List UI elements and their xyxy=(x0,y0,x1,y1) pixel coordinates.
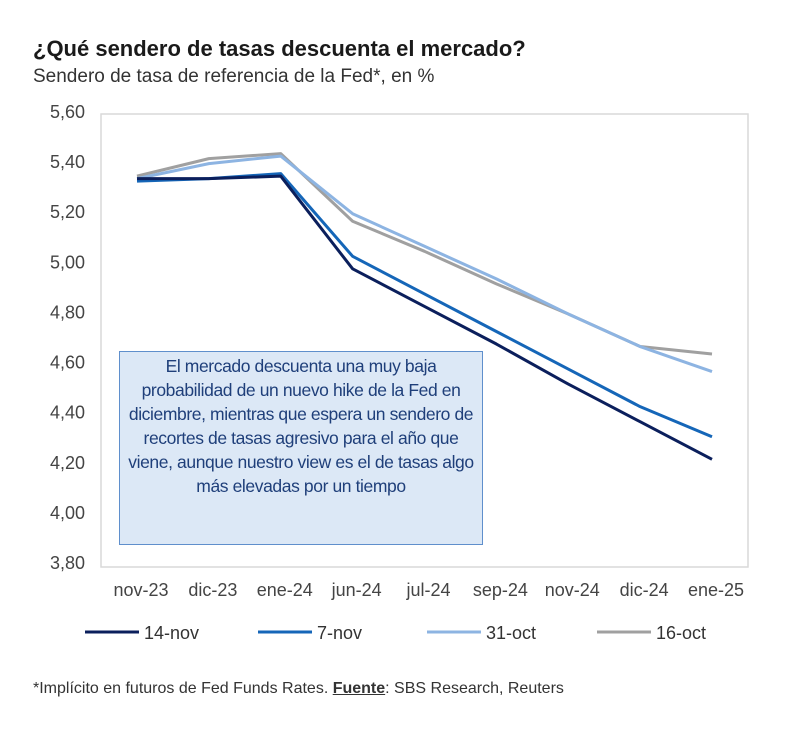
x-tick-label: ene-25 xyxy=(688,580,744,600)
y-tick-label: 5,40 xyxy=(50,152,85,172)
x-tick-label: ene-24 xyxy=(257,580,313,600)
x-tick-label: dic-24 xyxy=(620,580,669,600)
series-line-16-oct xyxy=(136,152,713,356)
x-tick-label: dic-23 xyxy=(188,580,237,600)
legend-label: 16-oct xyxy=(656,623,706,643)
legend-label: 14-nov xyxy=(144,623,199,643)
y-tick-label: 5,20 xyxy=(50,202,85,222)
series-line-31-oct xyxy=(136,154,713,373)
plot-area-border xyxy=(100,113,749,568)
x-tick-label: nov-24 xyxy=(545,580,600,600)
x-tick-label: nov-23 xyxy=(113,580,168,600)
y-tick-label: 4,00 xyxy=(50,503,85,523)
source-text: : SBS Research, Reuters xyxy=(385,680,564,697)
chart-subtitle: Sendero de tasa de referencia de la Fed*… xyxy=(33,66,435,87)
legend-label: 7-nov xyxy=(317,623,362,643)
y-tick-label: 5,00 xyxy=(50,252,85,272)
x-tick-label: jun-24 xyxy=(331,580,382,600)
y-tick-label: 3,80 xyxy=(50,553,85,573)
y-tick-label: 4,20 xyxy=(50,453,85,473)
y-tick-label: 5,60 xyxy=(50,102,85,122)
chart-title: ¿Qué sendero de tasas descuenta el merca… xyxy=(33,36,526,61)
x-tick-label: jul-24 xyxy=(405,580,450,600)
footnote-text: *Implícito en futuros de Fed Funds Rates… xyxy=(33,680,333,697)
y-tick-label: 4,80 xyxy=(50,302,85,322)
series-line-14-nov xyxy=(137,174,713,461)
y-tick-label: 4,60 xyxy=(50,353,85,373)
annotation-box: El mercado descuenta una muy baja probab… xyxy=(119,351,483,545)
x-tick-label: sep-24 xyxy=(473,580,528,600)
source-label: Fuente xyxy=(332,680,386,697)
legend-label: 31-oct xyxy=(486,623,536,643)
footnote: *Implícito en futuros de Fed Funds Rates… xyxy=(33,680,564,698)
y-tick-label: 4,40 xyxy=(50,403,85,423)
